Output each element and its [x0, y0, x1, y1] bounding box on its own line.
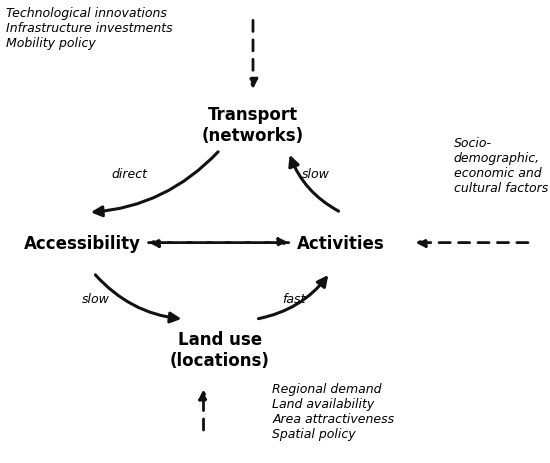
Text: Land use
(locations): Land use (locations) [170, 330, 270, 369]
Text: Transport
(networks): Transport (networks) [202, 106, 304, 144]
Text: slow: slow [302, 167, 330, 180]
Text: slow: slow [82, 292, 110, 305]
Text: direct: direct [111, 167, 147, 180]
Text: Activities: Activities [297, 234, 385, 252]
Text: Technological innovations
Infrastructure investments
Mobility policy: Technological innovations Infrastructure… [6, 7, 172, 50]
Text: Regional demand
Land availability
Area attractiveness
Spatial policy: Regional demand Land availability Area a… [272, 382, 394, 440]
Text: Socio-
demographic,
economic and
cultural factors: Socio- demographic, economic and cultura… [454, 137, 548, 194]
Text: Accessibility: Accessibility [24, 234, 141, 252]
Text: fast: fast [283, 292, 306, 305]
